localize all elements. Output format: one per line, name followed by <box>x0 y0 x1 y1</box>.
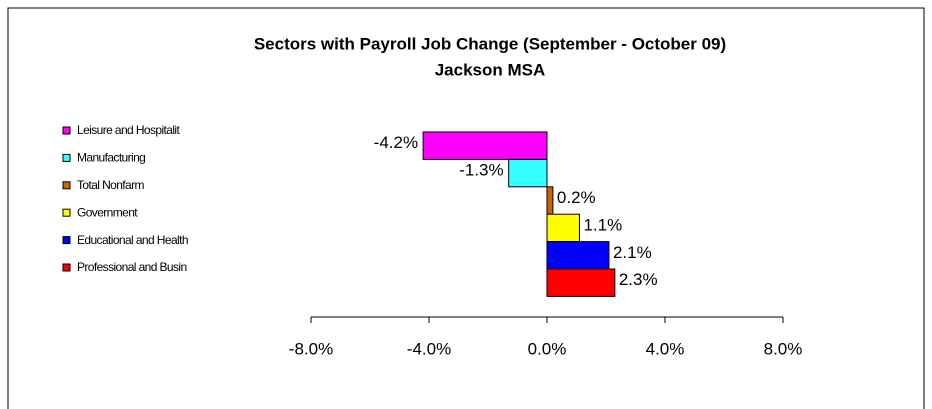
legend-label: Professional and Busin <box>77 260 187 274</box>
x-tick-label: -4.0% <box>407 339 451 358</box>
legend-label: Educational and Health <box>77 233 188 247</box>
data-label: -1.3% <box>459 161 503 180</box>
data-label: 1.1% <box>583 215 622 234</box>
legend-swatch <box>62 153 71 162</box>
legend-label: Leisure and Hospitalit <box>77 123 180 137</box>
bar <box>546 268 616 297</box>
chart-frame <box>7 7 925 409</box>
data-label: 0.2% <box>557 188 596 207</box>
legend-swatch <box>62 126 71 135</box>
bar <box>546 213 580 243</box>
x-tick-label: 4.0% <box>646 339 685 358</box>
bar <box>508 158 548 188</box>
data-label: -4.2% <box>374 133 418 152</box>
data-label: 2.1% <box>613 243 652 262</box>
bar <box>546 241 610 270</box>
legend-swatch <box>62 263 71 272</box>
x-tick-label: -8.0% <box>289 339 333 358</box>
legend-label: Government <box>77 205 138 219</box>
legend-label: Total Nonfarm <box>77 178 144 192</box>
chart-title: Sectors with Payroll Job Change (Septemb… <box>254 34 726 53</box>
legend-label: Manufacturing <box>77 151 145 165</box>
bar <box>546 186 554 215</box>
bar <box>422 131 548 160</box>
legend-swatch <box>62 236 71 245</box>
legend-swatch <box>62 208 71 217</box>
chart-subtitle: Jackson MSA <box>435 60 546 79</box>
legend-swatch <box>62 181 71 190</box>
data-label: 2.3% <box>619 270 658 289</box>
x-tick-label: 8.0% <box>764 339 803 358</box>
x-tick-label: 0.0% <box>528 339 567 358</box>
